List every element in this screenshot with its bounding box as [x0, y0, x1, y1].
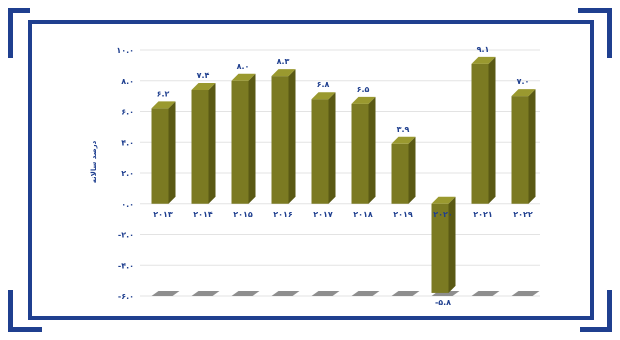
bar [391, 136, 416, 204]
bracket-bottom-left-h [8, 327, 42, 332]
bar-front [431, 203, 449, 293]
bar-side [248, 73, 256, 204]
bar-front [151, 108, 169, 204]
bar-side [528, 89, 536, 204]
x-tick-label: ۲۰۲۰ [433, 210, 453, 219]
floor-shadow [471, 291, 500, 296]
chart-frame [28, 20, 594, 320]
bar [151, 101, 176, 204]
bar-side [168, 101, 176, 204]
floor-shadow [271, 291, 300, 296]
y-tick-label: ۲.۰ [121, 169, 134, 178]
bar [351, 96, 376, 204]
y-tick-label: -۶.۰ [118, 292, 134, 301]
y-tick-label: ۱۰.۰ [116, 46, 134, 55]
bar-front [311, 99, 329, 204]
bar-top [271, 69, 296, 77]
bar [511, 89, 536, 204]
bar-top [391, 136, 416, 144]
bracket-top-left-h [8, 8, 30, 13]
bar-side [208, 82, 216, 204]
data-label: ۶.۵ [357, 85, 370, 94]
x-tick-label: ۲۰۱۸ [353, 210, 373, 219]
y-tick-label: ۶.۰ [121, 108, 134, 117]
x-tick-label: ۲۰۲۱ [473, 210, 493, 219]
data-label: ۸.۳ [277, 57, 290, 66]
y-tick-label: ۰.۰ [121, 200, 134, 209]
data-label: ۸.۰ [237, 62, 250, 71]
bar [471, 56, 496, 204]
x-tick-label: ۲۰۱۵ [233, 210, 253, 219]
bar-front [391, 143, 409, 204]
y-tick-label: ۸.۰ [121, 77, 134, 86]
bracket-top-right-h [578, 8, 612, 13]
floor-shadow [511, 291, 540, 296]
x-tick-label: ۲۰۲۲ [513, 210, 533, 219]
bar [431, 196, 456, 293]
floor-shadows [151, 291, 540, 296]
bar-front [511, 96, 529, 204]
bars [151, 56, 536, 293]
bar-front [271, 76, 289, 204]
bar-side [368, 96, 376, 204]
data-label: ۶.۲ [157, 89, 170, 98]
bar-front [351, 103, 369, 204]
data-labels: ۶.۲ ۷.۴ ۸.۰ ۸.۳ ۶.۸ ۶.۵ ۳.۹ -۵.۸ ۹.۱ ۷.۰ [157, 45, 530, 307]
bar-side [288, 69, 296, 204]
bar-top [191, 82, 216, 90]
bar-top [311, 92, 336, 100]
floor-shadow [391, 291, 420, 296]
bar [191, 82, 216, 204]
bar [311, 92, 336, 204]
x-tick-label: ۲۰۱۹ [393, 210, 413, 219]
floor-shadow [311, 291, 340, 296]
bar-top [231, 73, 256, 81]
bracket-top-left-v [8, 8, 13, 58]
y-axis-ticks: -۶.۰ -۴.۰ -۲.۰ ۰.۰ ۲.۰ ۴.۰ ۶.۰ ۸.۰ ۱۰.۰ [116, 46, 134, 301]
data-label: -۵.۸ [435, 298, 451, 307]
bar-front [231, 80, 249, 204]
data-label: ۷.۰ [517, 77, 530, 86]
bar-side [488, 56, 496, 204]
bar [271, 69, 296, 204]
bracket-bottom-left-v [8, 290, 13, 332]
floor-shadow [351, 291, 380, 296]
y-tick-label: -۴.۰ [118, 261, 134, 270]
bar-front [191, 89, 209, 204]
floor-shadow [151, 291, 180, 296]
bar [231, 73, 256, 204]
floor-shadow [191, 291, 220, 296]
x-tick-label: ۲۰۱۷ [313, 210, 333, 219]
x-tick-label: ۲۰۱۳ [153, 210, 173, 219]
data-label: ۳.۹ [397, 125, 410, 134]
x-tick-label: ۲۰۱۴ [193, 210, 213, 219]
bar-front [471, 63, 489, 204]
bar-top [471, 56, 496, 64]
bar-side [328, 92, 336, 204]
bar-side [448, 196, 456, 293]
bar-top [511, 89, 536, 97]
y-axis-label: درصد سالانه [90, 140, 98, 183]
bracket-top-right-v [607, 8, 612, 58]
x-axis-labels: ۲۰۱۳ ۲۰۱۴ ۲۰۱۵ ۲۰۱۶ ۲۰۱۷ ۲۰۱۸ ۲۰۱۹ ۲۰۲۰ ۲۰۲۱ ۲۰۲۲ [153, 210, 533, 219]
bar-side [408, 136, 416, 204]
bar-top [431, 196, 456, 204]
bar-top [151, 101, 176, 109]
data-label: ۷.۴ [197, 71, 210, 80]
bracket-bottom-right-h [580, 327, 612, 332]
y-tick-label: ۴.۰ [121, 138, 134, 147]
bar-top [351, 96, 376, 104]
data-label: ۹.۱ [477, 45, 490, 54]
data-label: ۶.۸ [317, 80, 330, 89]
bracket-bottom-right-v [607, 290, 612, 332]
y-tick-label: -۲.۰ [118, 231, 134, 240]
floor-shadow [231, 291, 260, 296]
x-tick-label: ۲۰۱۶ [273, 210, 293, 219]
